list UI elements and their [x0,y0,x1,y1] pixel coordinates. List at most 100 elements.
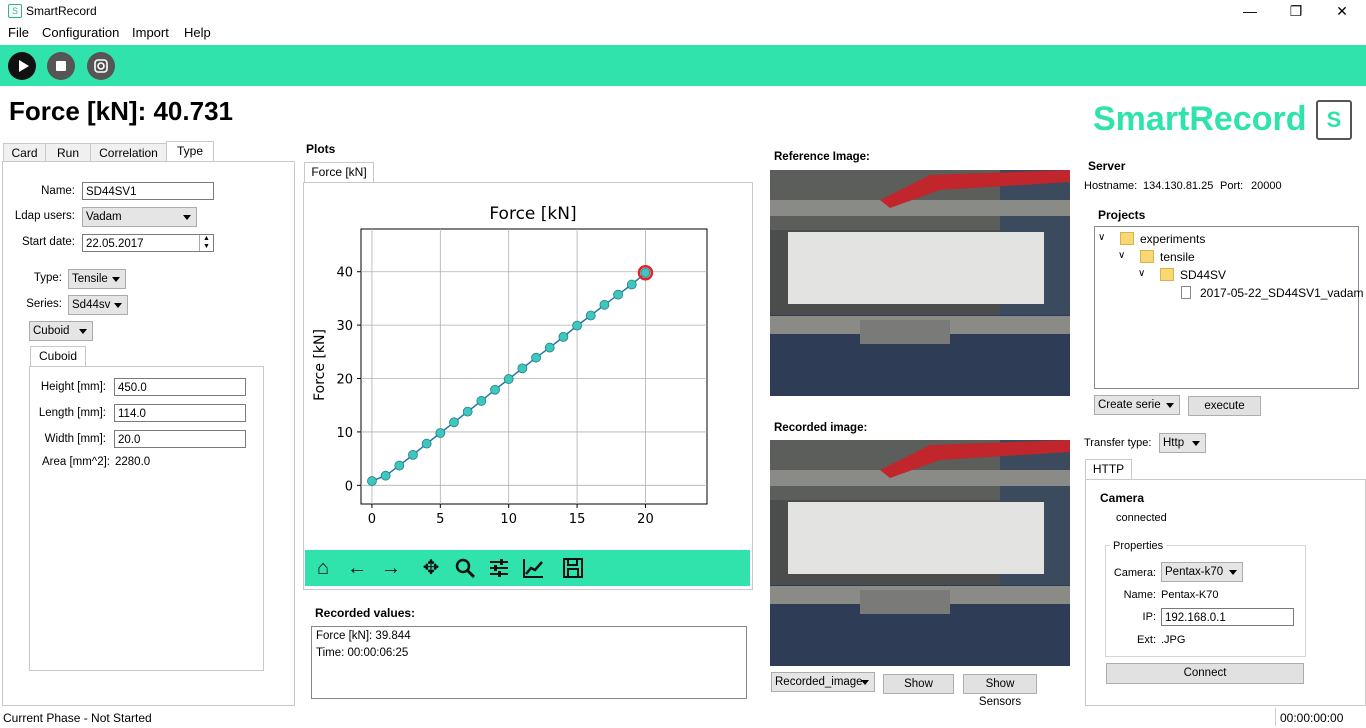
chevron-down-icon [1192,441,1200,446]
series-select[interactable]: Sd44sv [68,295,128,315]
start-date-label: Start date: [21,236,75,248]
ip-field[interactable]: 192.168.0.1 [1161,608,1294,626]
menu-import[interactable]: Import [132,25,169,40]
reference-image [770,170,1070,396]
transfer-type-label: Transfer type: [1084,437,1152,449]
x-tick-label: 0 [368,512,376,527]
tab-run[interactable]: Run [45,143,91,162]
create-serie-select[interactable]: Create serie [1094,395,1180,415]
type-select[interactable]: Tensile [68,269,126,289]
width-field[interactable]: 20.0 [114,430,246,448]
tree-item-sd44sv[interactable]: SD44SV [1180,268,1227,282]
data-point [380,470,391,481]
save-icon[interactable] [561,556,585,580]
zoom-icon[interactable] [453,556,477,580]
plots-section-label: Plots [306,142,336,156]
recorded-values-label: Recorded values: [315,606,416,620]
properties-label: Properties [1110,540,1167,552]
image-select[interactable]: Recorded_image [771,672,875,692]
tab-http[interactable]: HTTP [1085,459,1132,480]
data-point [640,267,651,278]
camera-status: connected [1116,512,1167,524]
tree-item-tensile[interactable]: tensile [1160,250,1195,264]
pan-icon[interactable]: ✥ [422,557,440,579]
edit-axis-icon[interactable] [521,556,545,580]
transfer-type-select[interactable]: Http [1159,433,1206,453]
expand-chevron-icon[interactable]: ∨ [1118,250,1126,261]
chevron-down-icon [114,303,122,308]
chevron-down-icon [1166,403,1174,408]
create-serie-value: Create serie [1098,399,1161,411]
chevron-down-icon [79,329,87,334]
file-icon [1181,286,1191,299]
show-button[interactable]: Show [883,674,954,694]
recorded-time-line: Time: 00:00:06:25 [316,647,409,659]
tab-cuboid[interactable]: Cuboid [30,346,86,367]
transfer-type-value: Http [1163,437,1185,449]
force-readout: Force [kN]: 40.731 [9,96,233,126]
type-value: Tensile [72,273,108,285]
tree-item-file[interactable]: 2017-05-22_SD44SV1_vadam [1200,286,1364,300]
tab-correlation[interactable]: Correlation [90,143,167,162]
chevron-down-icon [861,680,869,685]
show-sensors-button[interactable]: Show Sensors [963,674,1037,708]
port-value: 20000 [1251,180,1282,192]
data-point [626,279,637,290]
date-spinner-icon[interactable]: ▲ ▼ [199,235,213,251]
chevron-down-icon [1229,570,1237,575]
hostname-label: Hostname: [1084,180,1138,192]
data-point [599,299,610,310]
minimize-icon[interactable]: — [1243,3,1257,19]
plot-toolbar [305,550,750,586]
data-point [531,352,541,363]
stop-icon[interactable] [47,52,75,80]
length-field[interactable]: 114.0 [114,404,246,422]
data-point [503,374,514,384]
app-logo: SmartRecord [1093,100,1307,138]
maximize-icon[interactable]: ❐ [1289,3,1303,19]
close-icon[interactable]: ✕ [1336,3,1348,19]
recorded-values-box [311,626,747,699]
start-date-field[interactable]: 22.05.2017 [82,234,214,252]
data-point [462,406,473,417]
menu-file[interactable]: File [8,25,29,40]
folder-icon [1140,250,1154,263]
menu-configuration[interactable]: Configuration [42,25,120,40]
height-field[interactable]: 450.0 [114,378,246,396]
name-field[interactable]: SD44SV1 [82,182,214,200]
play-icon[interactable] [8,52,36,80]
connect-button[interactable]: Connect [1106,663,1304,684]
chart-y-axis-label: Force [kN] [312,329,328,401]
menu-help[interactable]: Help [184,25,211,40]
shape-select[interactable]: Cuboid [29,321,93,341]
data-point [558,331,569,342]
area-value: 2280.0 [115,456,151,468]
tab-card[interactable]: Card [3,143,46,162]
camera-select-value: Pentax-k70 [1165,566,1224,578]
configure-subplots-icon[interactable] [487,556,511,580]
camera-icon[interactable] [87,52,115,80]
forward-arrow-icon[interactable]: → [381,557,401,579]
window-title: SmartRecord [26,4,97,18]
port-label: Port: [1220,180,1244,192]
expand-chevron-icon[interactable]: ∨ [1138,268,1146,279]
tab-type[interactable]: Type [166,141,214,162]
x-tick-label: 15 [569,512,586,527]
tree-item-experiments[interactable]: experiments [1140,232,1206,246]
chevron-down-icon [112,277,120,282]
shape-value: Cuboid [33,325,70,337]
force-chart: Force [kN] Force [kN] 0 5 10 15 20 0 10 20 30 40 [312,204,708,527]
tab-force-plot[interactable]: Force [kN] [304,162,374,183]
ldap-select[interactable]: Vadam [82,207,197,227]
expand-chevron-icon[interactable]: ∨ [1098,232,1106,243]
width-label: Width [mm]: [44,433,106,445]
length-label: Length [mm]: [38,407,106,419]
execute-button[interactable]: execute [1188,396,1261,416]
back-arrow-icon[interactable]: ← [347,557,367,579]
chevron-down-icon [183,215,191,220]
status-timer: 00:00:00:00 [1280,711,1344,725]
y-tick-label: 40 [336,266,353,281]
home-icon[interactable]: ⌂ [316,557,330,579]
camera-select[interactable]: Pentax-k70 [1161,562,1243,582]
data-point [435,428,446,438]
